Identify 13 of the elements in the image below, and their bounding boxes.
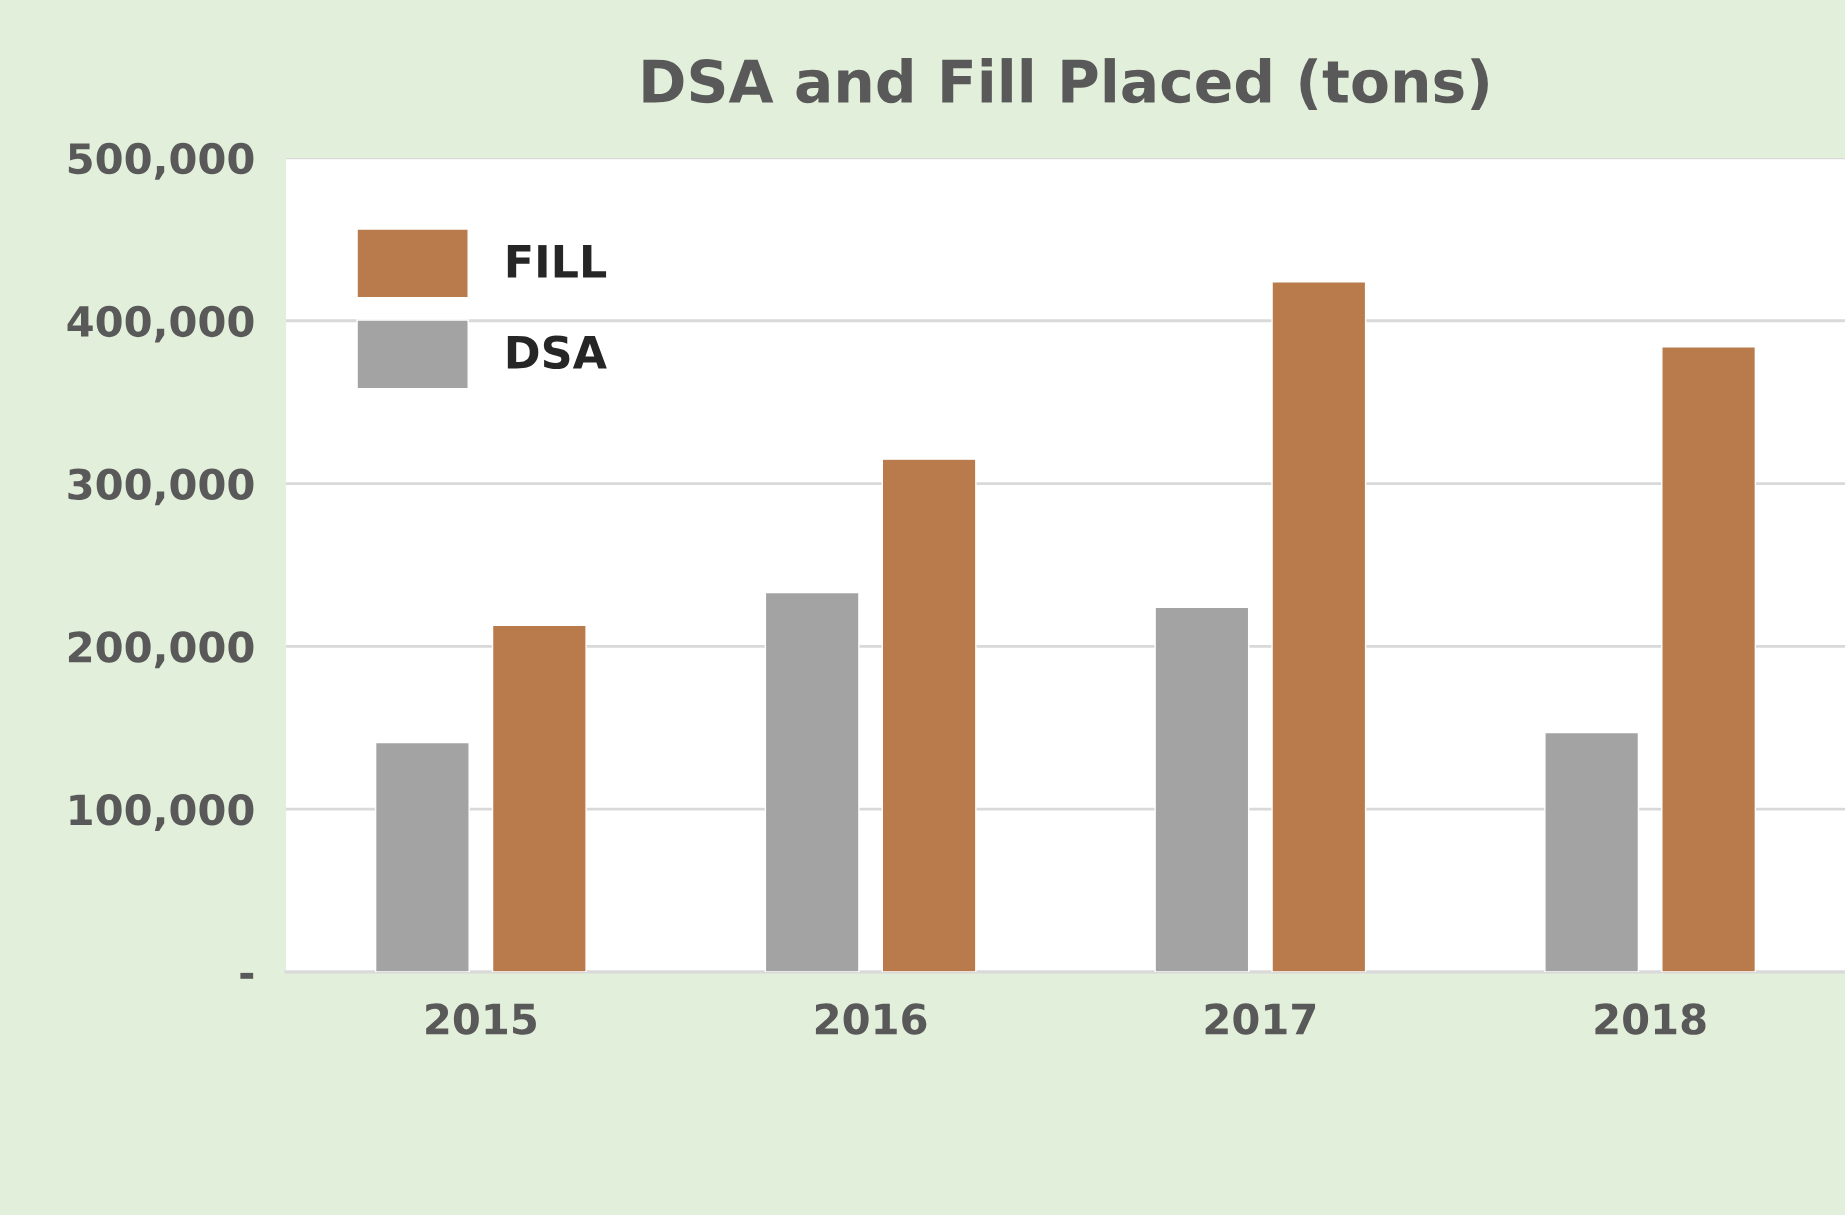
x-tick-label: 2016 [815, 1003, 927, 1035]
legend-label: DSA [507, 335, 607, 370]
y-tick-label: 400,000 [67, 305, 254, 343]
y-tick-label: - [240, 972, 254, 979]
x-tick-label: 2015 [426, 1003, 536, 1035]
y-tick-label: 200,000 [68, 631, 254, 669]
x-tick-label: 2018 [1595, 1003, 1706, 1035]
y-tick-label: 300,000 [68, 468, 254, 506]
y-tick-label: 100,000 [70, 794, 254, 831]
chart-title: DSA and Fill Placed (tons) [643, 58, 1488, 111]
legend-label: FILL [507, 245, 607, 278]
x-tick-label: 2017 [1205, 1003, 1316, 1035]
y-tick-label: 500,000 [68, 142, 254, 180]
